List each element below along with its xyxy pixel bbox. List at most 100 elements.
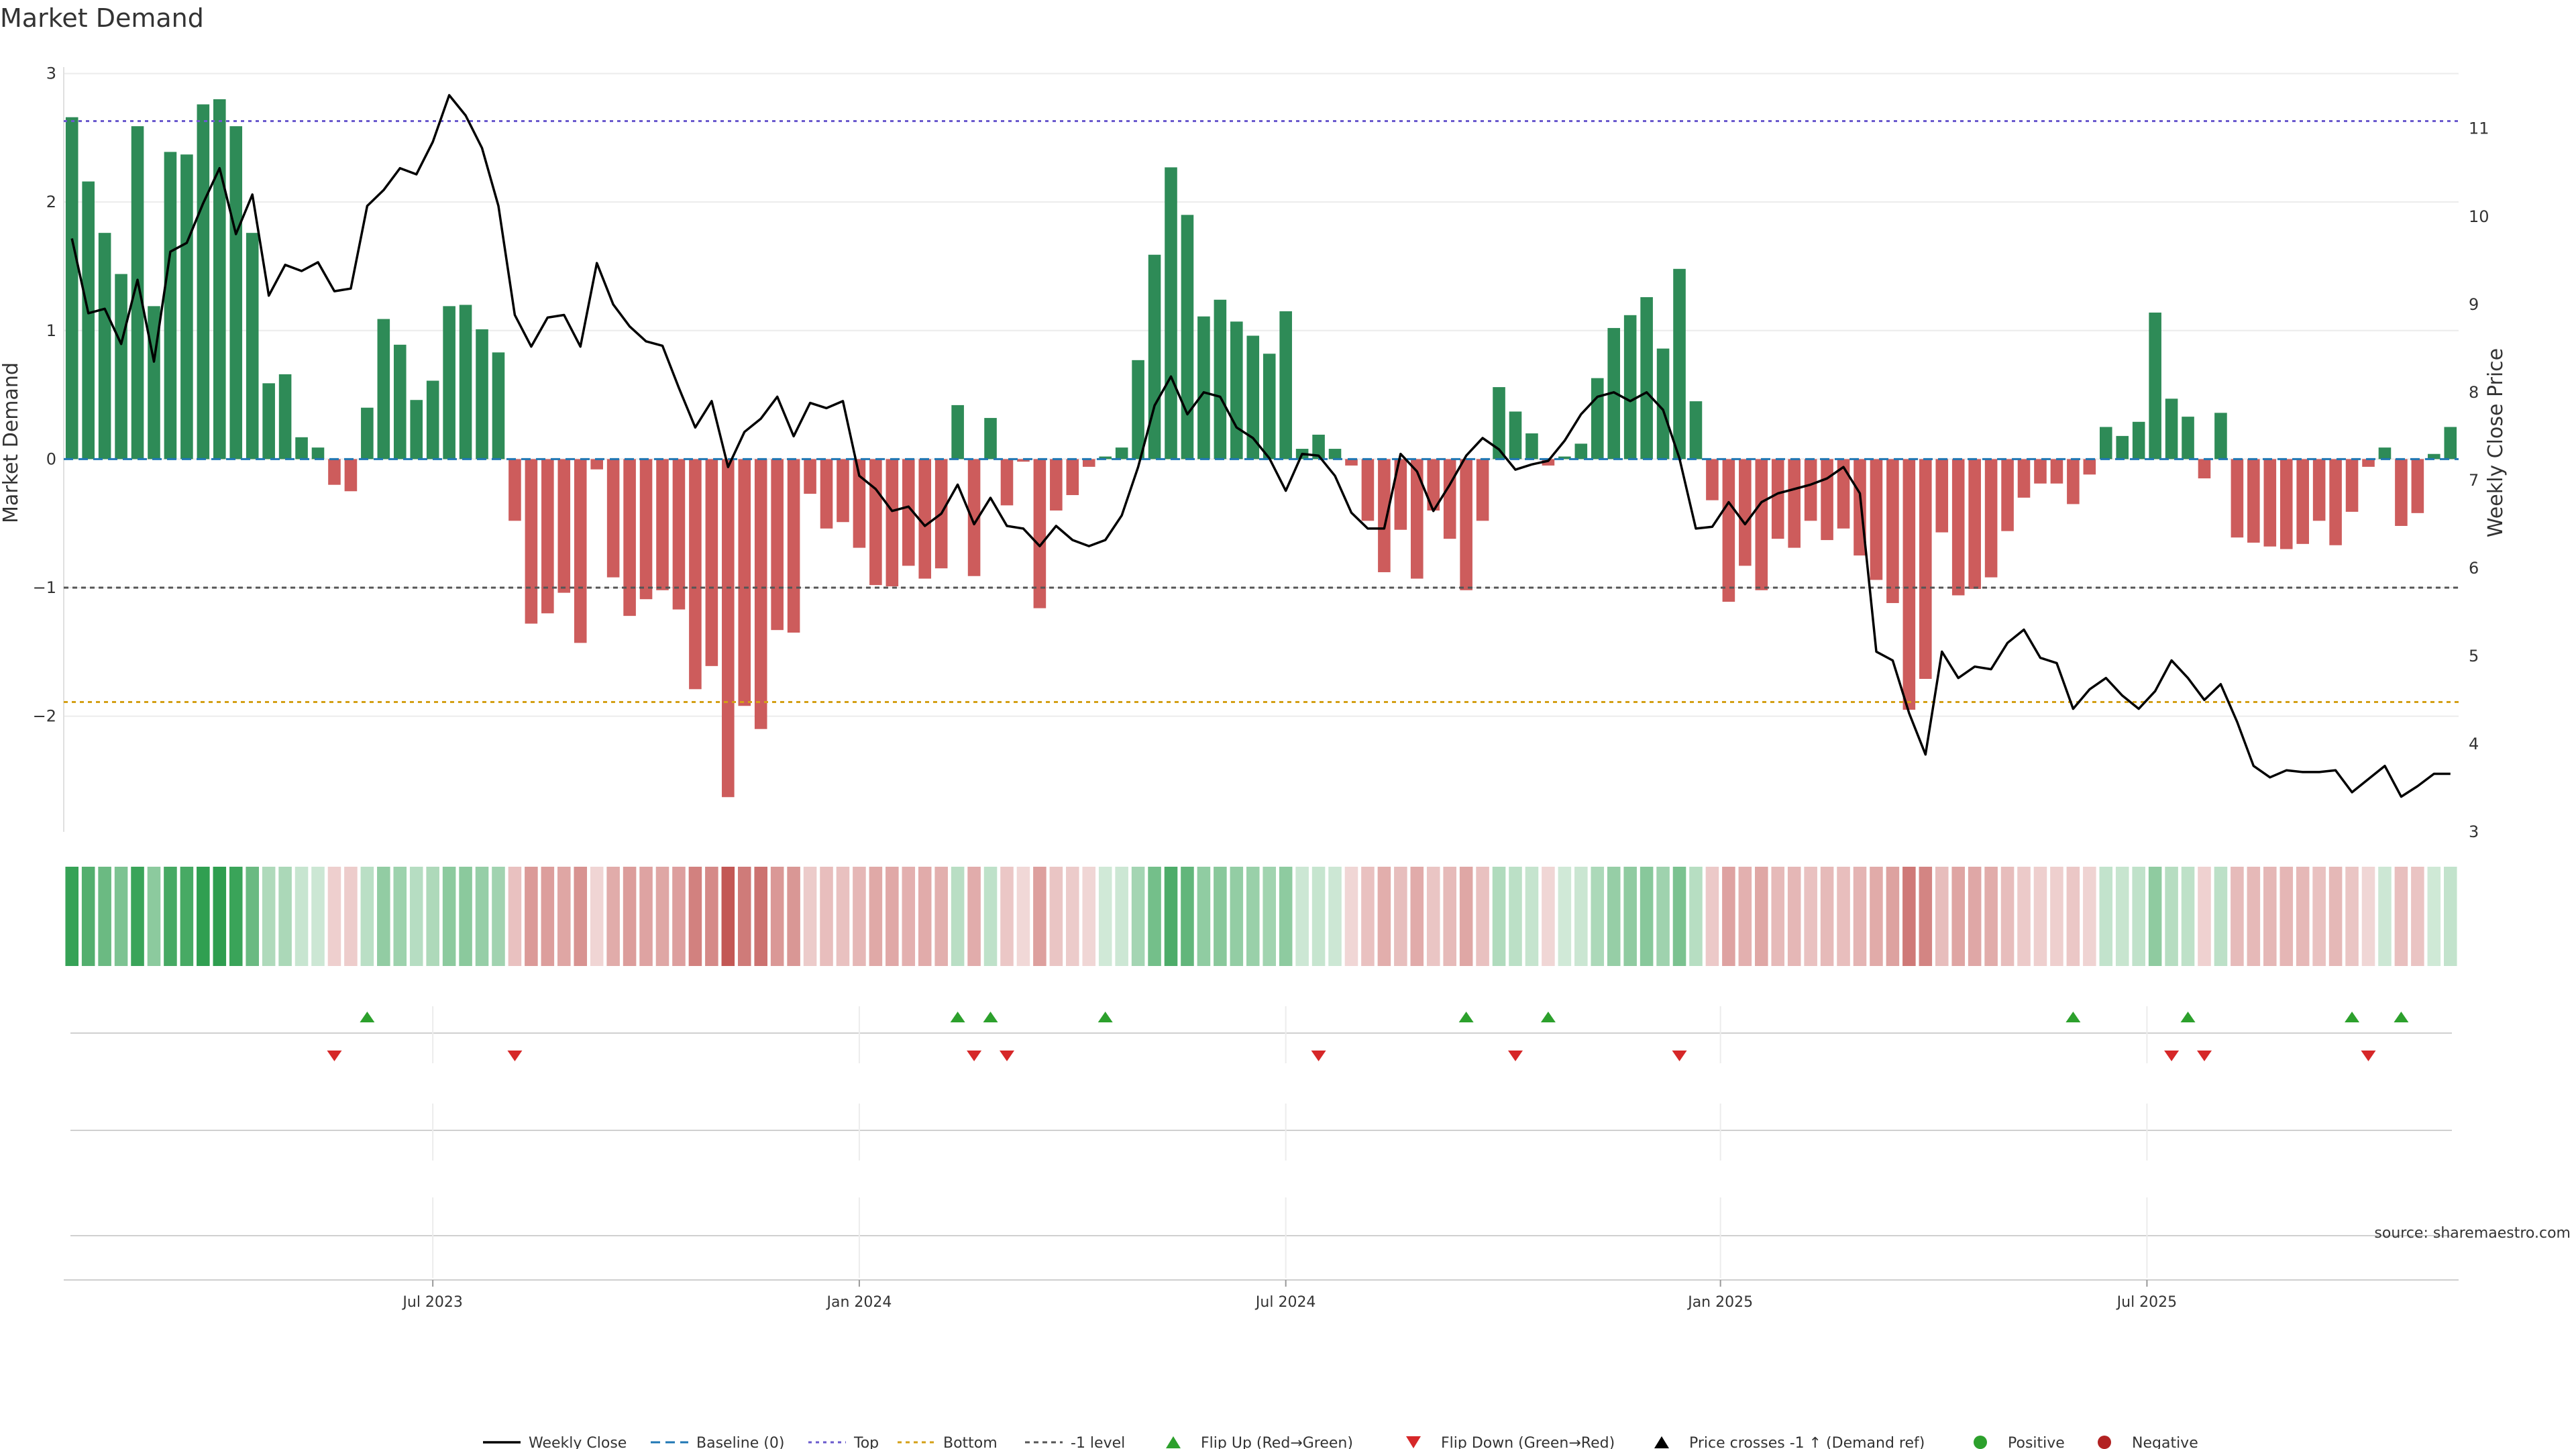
- heat-cell: [1722, 867, 1735, 966]
- heat-cell: [1591, 867, 1605, 966]
- heat-cell: [229, 867, 243, 966]
- heat-cell: [606, 867, 620, 966]
- flip-up-marker: [1097, 1012, 1113, 1022]
- demand-bar: [590, 459, 603, 470]
- demand-bar: [1870, 459, 1883, 580]
- demand-bar: [623, 459, 636, 616]
- demand-bar: [672, 459, 686, 610]
- flip-down-marker: [999, 1051, 1014, 1061]
- demand-bar: [443, 306, 455, 460]
- heat-cell: [1295, 867, 1309, 966]
- legend-item-baseline: Baseline (0): [651, 1435, 784, 1449]
- heat-cell: [1738, 867, 1752, 966]
- heat-cell: [1181, 867, 1194, 966]
- heat-cell: [2099, 867, 2113, 966]
- demand-bar: [1837, 459, 1850, 529]
- chart-title: Market Demand: [0, 3, 204, 33]
- demand-bar: [1722, 459, 1735, 602]
- legend-swatch: [2098, 1436, 2111, 1449]
- y2-axis-ticks: 11 10 9 8 7 6 5 4 3: [2469, 119, 2489, 841]
- legend-swatch: [1654, 1436, 1669, 1448]
- heat-cell: [655, 867, 669, 966]
- heat-cell: [1328, 867, 1342, 966]
- demand-bar: [246, 233, 259, 460]
- demand-bar: [606, 459, 620, 578]
- demand-bar: [1115, 447, 1128, 460]
- x-tick-label: Jul 2023: [401, 1294, 463, 1311]
- heat-cell: [1672, 867, 1686, 966]
- demand-bar: [1214, 299, 1227, 460]
- demand-bar: [820, 459, 833, 529]
- demand-bar: [525, 459, 538, 624]
- demand-bar: [213, 99, 226, 460]
- heat-cell: [2198, 867, 2211, 966]
- demand-bar: [837, 459, 849, 523]
- heat-cell: [1361, 867, 1375, 966]
- demand-bar: [2165, 398, 2178, 460]
- demand-bar: [1427, 459, 1440, 511]
- demand-bar: [1788, 459, 1801, 548]
- y2-tick-label: 11: [2469, 119, 2489, 138]
- demand-bar: [1673, 268, 1686, 460]
- demand-bar: [1919, 459, 1932, 679]
- x-tick-label: Jul 2025: [2116, 1294, 2178, 1311]
- heat-cell: [541, 867, 555, 966]
- y-tick-label: −2: [33, 707, 56, 726]
- demand-bar: [1033, 459, 1046, 608]
- heat-cell: [1623, 867, 1637, 966]
- heat-cell: [2231, 867, 2244, 966]
- demand-bar: [1312, 434, 1325, 460]
- heat-cell: [2017, 867, 2031, 966]
- heat-cell: [2378, 867, 2392, 966]
- demand-bar: [1394, 459, 1407, 530]
- heat-cell: [1377, 867, 1391, 966]
- heat-cell: [1098, 867, 1112, 966]
- heat-cell: [1804, 867, 1817, 966]
- demand-bar: [328, 459, 341, 485]
- heat-cell: [1558, 867, 1572, 966]
- heat-cell: [934, 867, 948, 966]
- heat-cell: [983, 867, 998, 966]
- heat-cell: [754, 867, 767, 966]
- y2-tick-label: 3: [2469, 822, 2479, 841]
- demand-bar: [1804, 459, 1817, 521]
- heat-cell: [81, 867, 95, 966]
- y-tick-label: −1: [33, 578, 56, 597]
- heat-cell: [1787, 867, 1801, 966]
- demand-bar: [804, 459, 816, 494]
- demand-bar: [344, 459, 358, 492]
- heat-cell: [1525, 867, 1539, 966]
- demand-bar: [1197, 316, 1210, 460]
- heat-cell: [327, 867, 341, 966]
- heat-cell: [853, 867, 866, 966]
- flip-up-marker: [2065, 1012, 2081, 1022]
- flip-down-marker: [1508, 1051, 1523, 1061]
- legend: Weekly Close Baseline (0) Top Bottom -1 leve…: [483, 1435, 2198, 1449]
- heat-cell: [1049, 867, 1063, 966]
- legend-label: Weekly Close: [529, 1435, 627, 1449]
- heat-cell: [967, 867, 981, 966]
- demand-bar: [197, 104, 210, 460]
- legend-label: Price crosses -1 ↑ (Demand ref): [1689, 1435, 1925, 1449]
- flip-down-marker: [2196, 1051, 2212, 1061]
- demand-bar: [2182, 417, 2194, 460]
- heat-cell: [2411, 867, 2424, 966]
- heat-cell: [1492, 867, 1506, 966]
- heat-cell: [492, 867, 505, 966]
- heat-cell: [1771, 867, 1785, 966]
- heat-cell: [2148, 867, 2162, 966]
- y-axis-label: Market Demand: [0, 362, 23, 523]
- demand-bar: [426, 380, 439, 460]
- heat-cell: [1820, 867, 1834, 966]
- demand-bar: [1328, 449, 1342, 460]
- demand-bar: [853, 459, 866, 548]
- demand-bar: [1066, 459, 1079, 496]
- legend-item-positive: Positive: [1974, 1435, 2065, 1449]
- heat-cell: [1919, 867, 1933, 966]
- heat-cell: [2263, 867, 2277, 966]
- flip-down-marker: [1672, 1051, 1687, 1061]
- heat-cell: [1263, 867, 1277, 966]
- source-note: source: sharemaestro.com: [2374, 1225, 2571, 1242]
- demand-bar: [705, 459, 718, 666]
- legend-item-flip-up: Flip Up (Red→Green): [1166, 1435, 1353, 1449]
